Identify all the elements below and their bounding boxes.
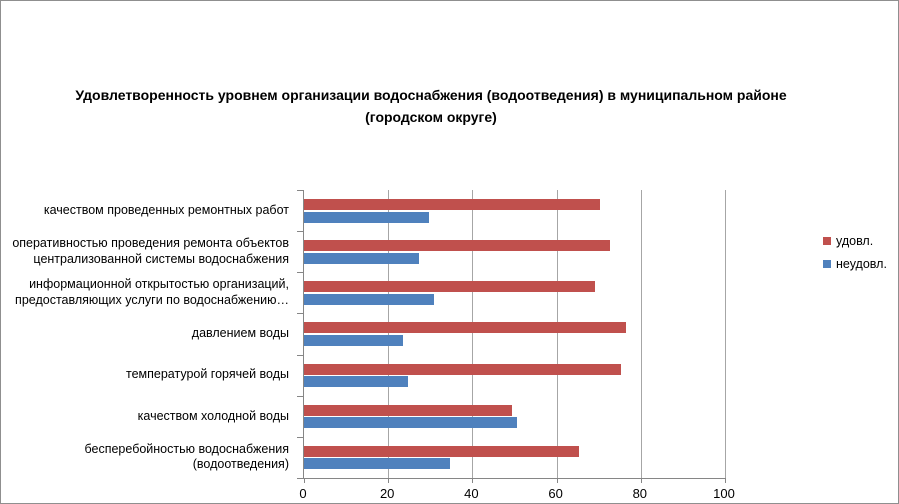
bar-неудовл.-3 (304, 293, 435, 305)
legend: удовл. неудовл. (823, 234, 887, 280)
value-axis-tick-60 (556, 478, 558, 483)
bar-неудовл.-4 (304, 334, 403, 346)
category-label-2: оперативностью проведения ремонта объект… (12, 236, 289, 266)
value-axis-tick-20 (388, 478, 390, 483)
bar-удовл.-5 (304, 363, 621, 375)
category-label-5: температурой горячей воды (125, 367, 289, 382)
legend-label-1: удовл. (836, 234, 874, 248)
value-axis-tick-0 (304, 478, 305, 483)
bar-неудовл.-7 (304, 458, 450, 470)
category-axis-tick-4 (297, 354, 304, 356)
category-axis-labels: качеством проведенных ремонтных работ опе… (1, 190, 296, 478)
category-axis-tick-1 (297, 231, 304, 233)
bar-удовл.-1 (304, 199, 601, 210)
bar-неудовл.-2 (304, 252, 419, 264)
category-axis-tick-7 (297, 478, 304, 479)
bar-неудовл.-5 (304, 376, 408, 388)
bar-удовл.-6 (304, 404, 512, 416)
gridline-40 (472, 190, 474, 478)
category-label-4: давлением воды (191, 326, 289, 341)
gridline-20 (388, 190, 390, 478)
bar-удовл.-7 (304, 445, 580, 457)
gridline-60 (556, 190, 558, 478)
value-axis-tick-100 (725, 478, 726, 483)
value-axis-label-80: 80 (632, 486, 648, 501)
gridline-80 (640, 190, 642, 478)
plot-area (297, 190, 726, 483)
category-axis-tick-2 (297, 272, 304, 274)
bar-удовл.-2 (304, 240, 611, 252)
value-axis-label-20: 20 (379, 486, 395, 501)
legend-item-1: удовл. (823, 234, 887, 248)
value-axis-label-60: 60 (548, 486, 563, 501)
category-axis-tick-6 (297, 436, 304, 438)
legend-label-2: неудовл. (836, 257, 887, 271)
category-label-1: качеством проведенных ремонтных работ (43, 202, 289, 217)
chart-title: Удовлетворенность уровнем организации во… (75, 87, 787, 125)
category-label-3: информационной открытостью организаций, … (15, 277, 289, 307)
category-label-7: бесперебойностью водоснабжения (водоотве… (84, 441, 289, 472)
value-axis-label-100: 100 (713, 486, 735, 501)
category-axis-tick-3 (297, 313, 304, 315)
bar-неудовл.-1 (304, 211, 429, 223)
value-axis-label-0: 0 (299, 486, 307, 501)
value-axis-label-40: 40 (464, 486, 479, 501)
bar-удовл.-3 (304, 281, 595, 293)
bar-неудовл.-6 (304, 417, 518, 429)
category-label-6: качеством холодной воды (137, 408, 289, 423)
legend-item-2: неудовл. (823, 257, 887, 271)
value-axis-tick-40 (472, 478, 474, 483)
legend-swatch-1 (823, 237, 831, 245)
gridline-100 (725, 190, 726, 478)
value-axis-labels: 0 20 40 60 80 100 (299, 486, 734, 502)
bar-удовл.-4 (304, 322, 627, 334)
legend-swatch-2 (823, 260, 831, 268)
value-axis-tick-80 (640, 478, 642, 483)
category-axis-tick-5 (297, 395, 304, 397)
category-axis-tick-0 (297, 190, 304, 191)
